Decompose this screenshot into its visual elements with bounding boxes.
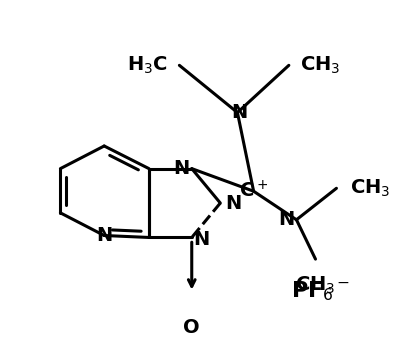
Text: H$_3$C: H$_3$C bbox=[127, 55, 168, 76]
Text: N: N bbox=[173, 159, 190, 178]
Text: CH$_3$: CH$_3$ bbox=[350, 178, 390, 199]
Text: N: N bbox=[96, 226, 112, 245]
Text: N: N bbox=[278, 210, 295, 229]
Text: N: N bbox=[231, 103, 247, 122]
Text: N: N bbox=[194, 230, 210, 249]
Text: C$^+$: C$^+$ bbox=[239, 180, 268, 202]
Text: O: O bbox=[183, 318, 200, 337]
Text: PF$_6$$^-$: PF$_6$$^-$ bbox=[291, 280, 350, 303]
Text: CH$_3$: CH$_3$ bbox=[300, 55, 341, 76]
Text: CH$_3$: CH$_3$ bbox=[295, 275, 336, 296]
Text: N: N bbox=[225, 193, 242, 213]
